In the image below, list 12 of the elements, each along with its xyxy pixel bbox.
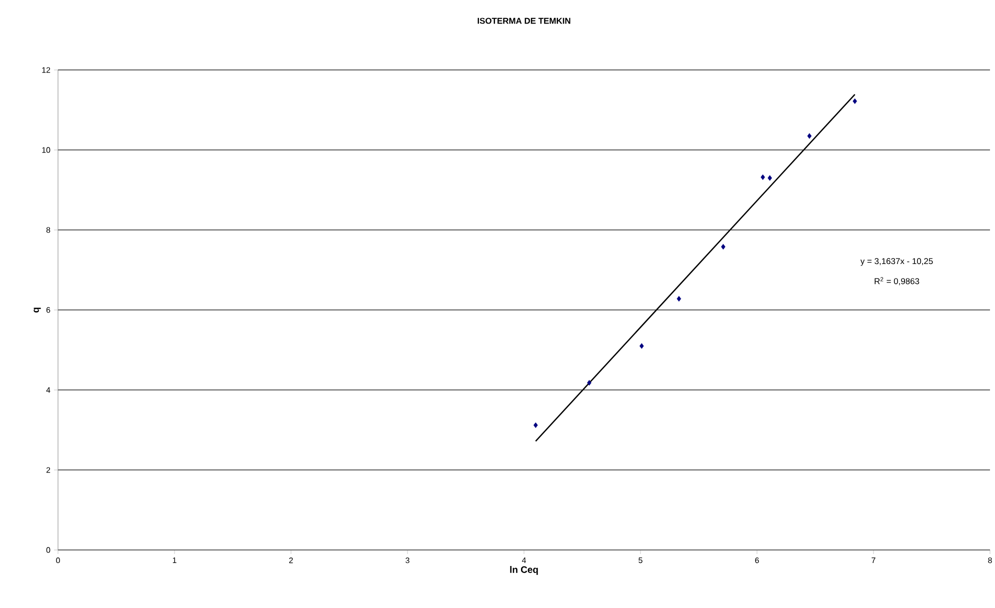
point bbox=[640, 343, 644, 349]
point bbox=[676, 296, 682, 302]
annotation: y = 3,1637x - 10,25 bbox=[860, 258, 933, 266]
point bbox=[852, 98, 858, 104]
point bbox=[807, 133, 812, 139]
x-axis-title: ln Ceq bbox=[510, 566, 538, 575]
chart-title: ISOTERMA DE TEMKIN bbox=[478, 18, 570, 24]
y-axis-title: q bbox=[34, 308, 41, 312]
point bbox=[534, 422, 538, 428]
point bbox=[768, 175, 772, 181]
annotation: R$^{2}$ = 0,9863 bbox=[874, 277, 920, 286]
point bbox=[760, 174, 765, 180]
